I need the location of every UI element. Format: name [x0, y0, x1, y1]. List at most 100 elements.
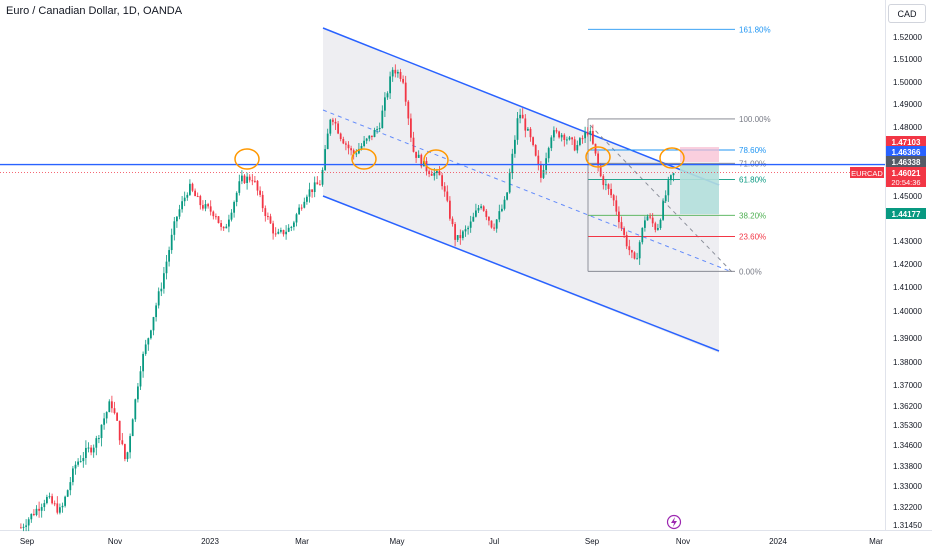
candle	[573, 136, 576, 152]
price-axis-label: 1.51000	[893, 55, 922, 64]
candle	[459, 229, 462, 245]
candle	[196, 192, 199, 198]
price-axis-label: 1.31450	[893, 521, 922, 530]
price-axis-label: 1.35300	[893, 421, 922, 430]
annotation-circle	[585, 146, 611, 168]
candle	[51, 493, 53, 505]
candle	[272, 220, 274, 240]
candle	[563, 133, 566, 147]
candle	[558, 130, 560, 139]
candle	[490, 220, 493, 229]
candle	[529, 126, 532, 142]
candle	[373, 127, 376, 138]
candle	[605, 178, 607, 191]
candle	[345, 141, 347, 151]
fib-level-label: 78.60%	[739, 146, 766, 155]
candle	[282, 229, 285, 237]
candle	[672, 172, 675, 182]
candle	[550, 135, 553, 152]
candle	[568, 135, 571, 141]
candle	[137, 382, 139, 403]
fib-trend-dashed	[589, 124, 733, 273]
candle	[371, 135, 373, 141]
candle	[358, 142, 360, 155]
candle	[248, 174, 251, 183]
time-axis[interactable]: Sep Nov 2023 Mar May Jul Sep Nov 2024 Mar	[20, 537, 883, 546]
candle	[199, 194, 202, 210]
candle	[599, 163, 602, 178]
currency-button[interactable]: CAD	[888, 4, 926, 23]
candle	[542, 164, 545, 179]
price-tag-label: 1.44177	[892, 210, 921, 219]
stop-loss-zone	[680, 147, 719, 162]
candle	[170, 228, 173, 254]
candle	[157, 287, 160, 309]
candle	[641, 227, 644, 245]
candle	[285, 225, 287, 240]
candle	[233, 200, 235, 218]
candle	[264, 205, 267, 222]
fib-level-label: 38.20%	[739, 211, 766, 220]
candle	[178, 204, 181, 220]
candle	[449, 196, 451, 221]
time-axis-label: Sep	[20, 537, 35, 546]
candle	[139, 366, 142, 391]
candle	[90, 444, 92, 456]
price-axis-label: 1.38000	[893, 358, 922, 367]
candle	[456, 235, 459, 243]
candle	[394, 64, 397, 78]
candle	[290, 225, 293, 232]
price-axis-label: 1.40000	[893, 307, 922, 316]
channel-background	[323, 28, 719, 353]
candle	[501, 204, 503, 213]
candle	[646, 214, 649, 221]
candle	[254, 175, 256, 183]
candle	[30, 513, 33, 523]
price-axis[interactable]: 1.52000 1.51000 1.50000 1.49000 1.48000 1.460…	[893, 33, 922, 530]
time-axis-label: Mar	[295, 537, 309, 546]
candle	[152, 316, 155, 336]
candle	[74, 461, 77, 475]
candle	[485, 208, 488, 221]
candle	[498, 204, 501, 223]
candle	[27, 517, 30, 532]
candle	[480, 203, 482, 210]
price-tag	[886, 208, 926, 219]
candle	[493, 223, 495, 231]
candle	[636, 252, 638, 260]
candle	[581, 135, 584, 144]
candle	[555, 127, 558, 134]
candle	[79, 455, 82, 463]
candle	[311, 189, 313, 198]
price-tag	[886, 146, 926, 157]
price-tag-label: 1.46366	[892, 148, 921, 157]
countdown-tag	[886, 178, 926, 187]
candle	[537, 150, 540, 171]
symbol-tag	[850, 167, 884, 178]
time-axis-label: Mar	[869, 537, 883, 546]
candle	[98, 434, 100, 444]
event-icon[interactable]	[666, 514, 682, 530]
candle	[464, 225, 467, 237]
candle	[61, 502, 64, 513]
candle	[670, 174, 672, 186]
price-axis-label: 1.33800	[893, 462, 922, 471]
annotation-circle	[234, 148, 260, 170]
candle	[503, 196, 506, 211]
candle	[446, 185, 449, 203]
candle	[274, 227, 277, 237]
candle	[241, 170, 243, 185]
candle	[412, 131, 415, 153]
price-axis-label: 1.50000	[893, 78, 922, 87]
candle	[59, 503, 61, 515]
candle	[586, 127, 589, 137]
candle	[389, 71, 391, 99]
candle	[519, 108, 521, 124]
fib-level-label: 0.00%	[739, 267, 762, 276]
candle	[269, 213, 272, 224]
price-axis-label: 1.48000	[893, 123, 922, 132]
price-axis-label: 1.49000	[893, 100, 922, 109]
candle	[592, 124, 594, 146]
